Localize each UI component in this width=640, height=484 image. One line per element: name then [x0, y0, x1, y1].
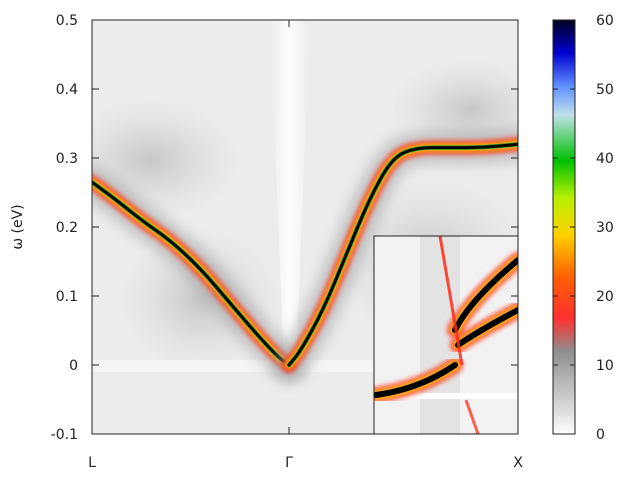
x-tick-label: L [88, 455, 96, 471]
colorbar: 0 10 20 30 40 50 60 [552, 13, 614, 443]
inset-fermi-band [374, 393, 518, 399]
band-right-core [287, 142, 518, 367]
colorbar-tick-label: 40 [596, 151, 614, 167]
y-tick-label: 0.1 [56, 289, 78, 305]
colorbar-tick-label: 30 [596, 220, 614, 236]
inset-vertical-feature [438, 236, 464, 366]
y-tick-label: 0.5 [56, 13, 78, 29]
colorbar-axis: 0 10 20 30 40 50 60 [553, 13, 614, 443]
colorbar-tick-label: 10 [596, 358, 614, 374]
colorbar-tick-label: 20 [596, 289, 614, 305]
colorbar-tick-label: 60 [596, 13, 614, 29]
band-layer [92, 127, 518, 382]
zoom-inset [373, 235, 519, 435]
inset-band-core [455, 307, 518, 348]
x-tick-label: X [513, 455, 523, 471]
inset-band-core [374, 362, 458, 398]
y-tick-label: 0.4 [56, 82, 78, 98]
haze-patch [92, 100, 240, 220]
colorbar-gradient [553, 20, 575, 434]
y-tick-label: 0.3 [56, 151, 78, 167]
y-tick-label: 0.2 [56, 220, 78, 236]
x-tick-label: Γ [285, 455, 293, 471]
inset-lower-feature [464, 399, 480, 434]
y-axis: -0.1 0 0.1 0.2 0.3 0.4 0.5 [51, 13, 518, 443]
colorbar-tick-label: 0 [596, 427, 605, 443]
y-tick-label: -0.1 [51, 427, 78, 443]
inset-content [374, 236, 518, 434]
band-left-core [92, 180, 291, 367]
inset-band-core [452, 257, 518, 333]
inset-band-layer [374, 236, 518, 434]
y-tick-label: 0 [69, 358, 78, 374]
colorbar-tick-label: 50 [596, 82, 614, 98]
y-axis-title: ω (eV) [10, 204, 26, 249]
gamma-beam [270, 20, 310, 366]
heatmap-texture [92, 20, 518, 382]
